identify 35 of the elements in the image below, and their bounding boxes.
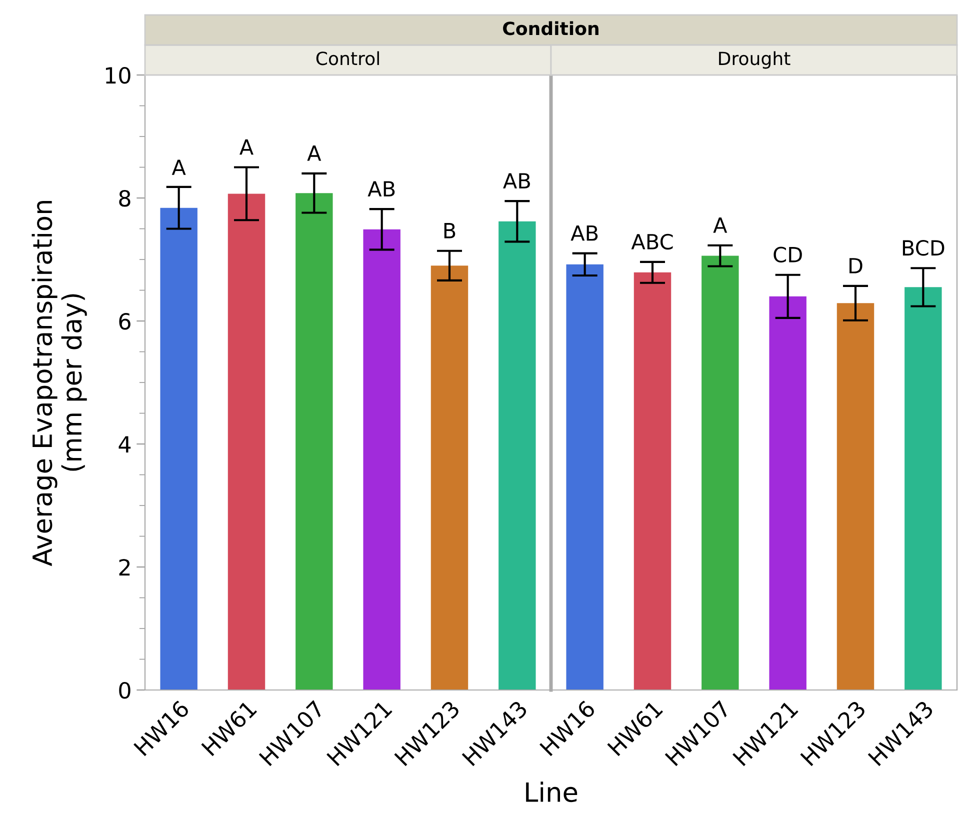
annotation: AB	[503, 173, 530, 188]
y-tick-label: 0	[119, 682, 130, 699]
x-axis-title: Line	[526, 782, 578, 802]
chart-subtitle: Drought	[719, 51, 790, 69]
annotation: B	[444, 223, 456, 238]
annotation: A	[713, 218, 728, 233]
bar	[160, 208, 198, 690]
bar	[228, 194, 266, 690]
y-axis-title: Average Evapotranspiration (mm per day)	[32, 200, 87, 566]
y-tick-label: 10	[106, 66, 130, 84]
chart-title: Condition	[503, 21, 598, 36]
bar	[566, 264, 604, 690]
y-tick-label: 6	[119, 312, 130, 330]
annotation: A	[307, 146, 322, 161]
y-tick-label: 4	[118, 436, 131, 452]
annotation: A	[172, 160, 186, 175]
bar	[904, 287, 942, 690]
annotation: CD	[774, 246, 802, 263]
y-tick-label: 2	[119, 558, 130, 576]
annotation: ABC	[631, 234, 673, 250]
bar	[430, 266, 468, 690]
annotation: BCD	[902, 240, 944, 256]
annotation: AB	[570, 225, 598, 241]
bar	[836, 303, 874, 690]
annotation: D	[850, 258, 862, 274]
chart-subtitle: Control	[316, 51, 379, 66]
annotation: A	[240, 139, 254, 155]
bar	[296, 193, 333, 690]
bar	[634, 272, 672, 690]
y-tick-label: 8	[119, 190, 130, 207]
annotation: AB	[368, 181, 395, 196]
bar	[769, 296, 806, 690]
bar	[702, 256, 739, 690]
bar	[363, 229, 400, 690]
bar	[498, 221, 536, 690]
